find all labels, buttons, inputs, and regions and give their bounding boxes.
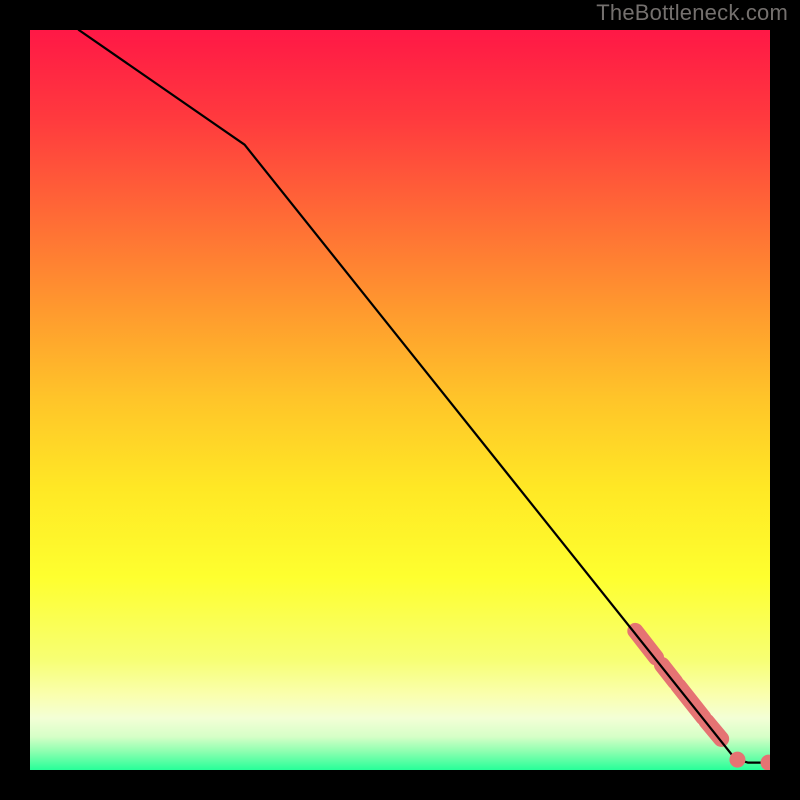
marker-dot — [729, 752, 745, 768]
marker-dot — [761, 755, 770, 770]
marker-segment — [635, 631, 656, 658]
plot-area — [30, 30, 770, 770]
trend-line — [79, 30, 769, 763]
chart-line-layer — [30, 30, 770, 770]
watermark-text: TheBottleneck.com — [596, 0, 788, 26]
